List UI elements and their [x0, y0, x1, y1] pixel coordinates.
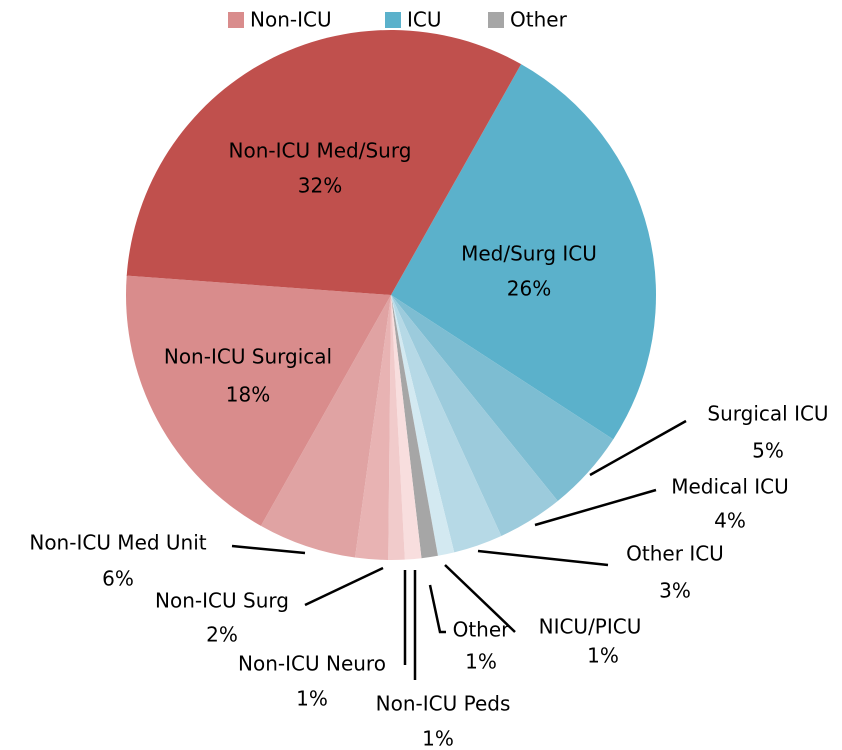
- slice-label: Medical ICU: [671, 475, 788, 499]
- leader-line: [477, 549, 609, 567]
- slice-label: Non-ICU Peds: [376, 692, 511, 716]
- slice-value-label: 1%: [296, 687, 328, 711]
- leader-line: [231, 544, 306, 555]
- leader-line: [444, 564, 516, 633]
- slice-value-label: 5%: [752, 439, 784, 463]
- slice-value-label: 1%: [465, 650, 497, 674]
- pie-slice: [391, 295, 614, 501]
- slice-label: Non-ICU Surgical: [164, 345, 332, 369]
- pie-slice: [391, 295, 558, 536]
- slice-label: Med/Surg ICU: [461, 242, 597, 266]
- pie-slice: [126, 275, 392, 526]
- legend-swatch: [488, 12, 504, 28]
- slice-value-label: 1%: [587, 644, 619, 668]
- slice-label: Non-ICU Surg: [155, 589, 289, 613]
- legend-label: Non-ICU: [250, 8, 332, 32]
- pie-slice: [391, 295, 502, 553]
- pie-slice: [391, 295, 455, 556]
- slice-value-label: 32%: [298, 174, 342, 198]
- slice-value-label: 4%: [714, 509, 746, 533]
- pie-slice: [260, 295, 391, 558]
- slice-label: Other ICU: [626, 542, 724, 566]
- slice-label: Other: [453, 618, 511, 642]
- slice-label: Surgical ICU: [707, 402, 828, 426]
- slice-value-label: 6%: [102, 567, 134, 591]
- pie-slice: [388, 295, 405, 560]
- slice-value-label: 26%: [507, 277, 551, 301]
- slice-label: Non-ICU Med/Surg: [229, 139, 412, 163]
- slice-value-label: 18%: [226, 383, 270, 407]
- leader-line: [589, 419, 687, 477]
- legend-label: Other: [510, 8, 568, 32]
- slice-value-label: 1%: [422, 727, 454, 750]
- legend-swatch: [228, 12, 244, 28]
- leader-line: [304, 566, 384, 607]
- legend-label: ICU: [407, 8, 442, 32]
- leader-line: [428, 584, 446, 634]
- pie-slice: [391, 64, 656, 440]
- slice-label: Non-ICU Neuro: [238, 652, 386, 676]
- pie-slice: [355, 295, 391, 560]
- slice-value-label: 2%: [206, 623, 238, 647]
- pie-slice: [126, 30, 522, 296]
- leader-line: [534, 488, 657, 527]
- slice-value-label: 3%: [659, 579, 691, 603]
- slice-label: NICU/PICU: [539, 615, 642, 639]
- pie-slice: [391, 295, 422, 560]
- pie-slice: [391, 295, 438, 559]
- slice-label: Non-ICU Med Unit: [29, 531, 206, 555]
- legend-swatch: [385, 12, 401, 28]
